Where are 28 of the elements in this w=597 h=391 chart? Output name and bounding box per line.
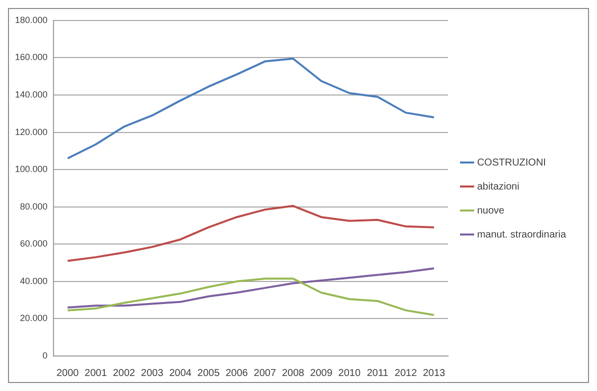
legend-label: manut. straordinaria <box>477 229 566 240</box>
y-tick-label: 160.000 <box>14 52 48 62</box>
x-tick-label: 2000 <box>56 368 80 379</box>
legend-label: COSTRUZIONI <box>477 157 546 168</box>
x-tick-label: 2004 <box>169 368 192 379</box>
y-tick-label: 40.000 <box>20 276 48 286</box>
x-tick-label: 2012 <box>394 368 418 379</box>
x-tick-label: 2006 <box>226 368 248 379</box>
x-tick-label: 2011 <box>366 368 389 379</box>
y-tick-label: 0 <box>42 350 48 360</box>
legend-label: abitazioni <box>477 181 520 192</box>
y-tick-label: 60.000 <box>20 238 48 249</box>
x-tick-label: 2001 <box>84 368 108 379</box>
legend-label: nuove <box>477 205 505 216</box>
x-tick-label: 2002 <box>112 368 136 379</box>
y-tick-label: 180.000 <box>14 14 48 25</box>
x-tick-label: 2013 <box>422 368 446 379</box>
x-tick-label: 2007 <box>254 368 276 379</box>
y-tick-label: 100.000 <box>14 164 48 174</box>
x-tick-label: 2010 <box>338 368 361 379</box>
x-tick-label: 2009 <box>310 368 333 379</box>
y-tick-label: 120.000 <box>14 126 48 137</box>
x-tick-label: 2008 <box>282 368 305 379</box>
x-tick-label: 2003 <box>141 368 164 379</box>
y-tick-label: 80.000 <box>20 201 48 212</box>
x-tick-label: 2005 <box>197 368 220 379</box>
y-tick-label: 140.000 <box>14 89 48 100</box>
y-tick-label: 20.000 <box>20 313 48 324</box>
